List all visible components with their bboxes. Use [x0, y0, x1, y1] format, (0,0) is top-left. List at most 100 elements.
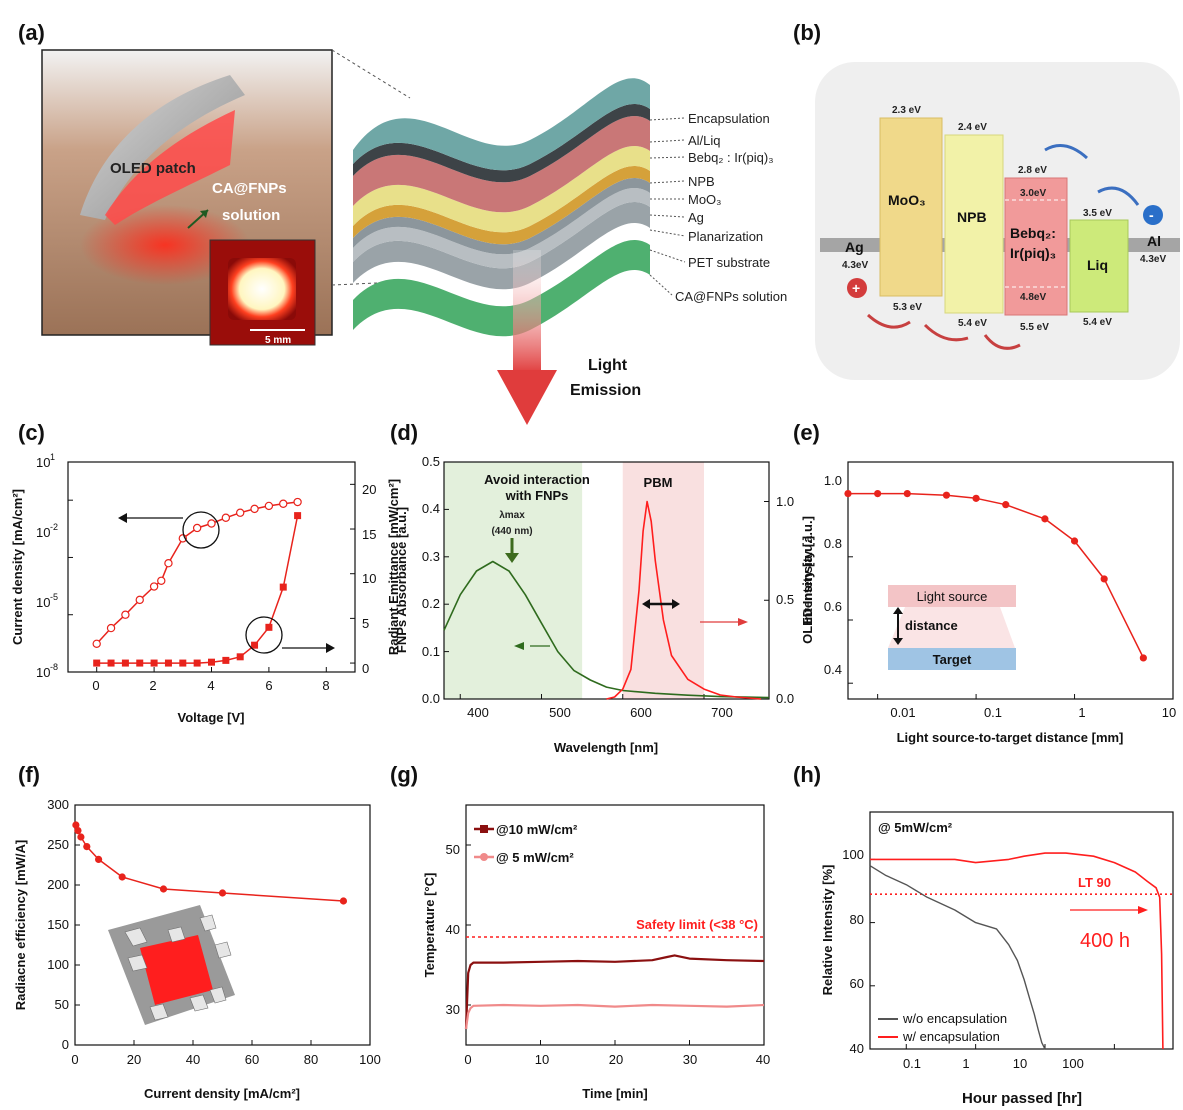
y-right-tick: 5	[362, 616, 369, 631]
panel-h-chart: 0.1 1 10 100 40 60 80 100 Hour passed [h…	[820, 811, 1174, 1107]
solution-label-1: CA@FNPs	[212, 180, 287, 197]
axis-ticks	[870, 858, 1115, 1050]
plot-frame	[847, 461, 1174, 700]
intensity-point	[903, 490, 911, 498]
left-axis-arrow-head	[118, 513, 127, 523]
x-tick: 10	[1162, 705, 1176, 720]
x-tick: 6	[265, 678, 272, 693]
moo3-homo: 5.3 eV	[893, 302, 922, 313]
liq-label: Liq	[1087, 257, 1108, 273]
efficiency-point	[339, 897, 348, 905]
legend-marker-5	[480, 853, 488, 861]
layer-label: Encapsulation	[688, 111, 770, 126]
plot-area	[464, 936, 765, 1030]
x-axis-label: Hour passed [hr]	[962, 1090, 1082, 1107]
light-cone	[888, 607, 1015, 648]
layer-planarization	[353, 188, 650, 269]
x-tick: 20	[609, 1052, 623, 1067]
axis-ticks	[74, 804, 371, 1046]
panel-label-h: (h)	[793, 762, 821, 787]
current-density-point	[157, 576, 166, 585]
intensity-point	[1139, 654, 1147, 662]
x-tick: 40	[756, 1052, 770, 1067]
hole-sign: +	[852, 280, 860, 296]
electron-transport-arrows	[1044, 144, 1140, 206]
moo3-lumo: 2.3 eV	[892, 105, 921, 116]
radiant-emittance-point	[208, 658, 215, 666]
liq-homo: 5.4 eV	[1083, 317, 1112, 328]
current-density-point	[164, 559, 173, 568]
plot-frame	[74, 804, 371, 1046]
y-left-tick-exp: -5	[50, 592, 58, 602]
current-density-point	[92, 639, 101, 649]
ag-label: Ag	[845, 239, 864, 255]
scale-bar-label: 5 mm	[265, 335, 291, 346]
x-tick: 80	[304, 1052, 318, 1067]
panel-c-chart: 0 2 4 6 8 10 -8 10 -5 10 -2 10 1 0 5 10 …	[10, 452, 401, 725]
intensity-point	[844, 490, 852, 498]
hole-icon	[847, 278, 867, 298]
efficiency-point	[72, 821, 80, 829]
x-tick: 600	[630, 705, 652, 720]
y-tick: 250	[47, 837, 69, 852]
axis-ticks	[444, 461, 769, 700]
x-tick: 0.1	[903, 1056, 921, 1071]
current-density-point	[264, 501, 274, 511]
temperature-10-line	[464, 954, 765, 1030]
emission-label-1: Light	[588, 357, 628, 374]
y-right-tick: 10	[362, 571, 376, 586]
electron-icon	[1143, 205, 1163, 225]
plot-area	[443, 500, 770, 700]
avoid-label-1: Avoid interaction	[484, 472, 590, 487]
layer-pet	[353, 202, 650, 290]
plot-area	[869, 852, 1173, 1050]
hole-transport-arrows	[866, 313, 1021, 350]
radiant-emittance-point	[121, 659, 129, 667]
x-tick: 400	[467, 705, 489, 720]
layer-labels: Encapsulation Al/Liq Bebq₂ : Ir(piq)₃ NP…	[649, 111, 787, 304]
current-density-point	[106, 623, 116, 633]
npb-lumo: 2.4 eV	[958, 122, 987, 133]
oled-patch-emitter	[105, 110, 235, 225]
x-tick: 700	[711, 705, 733, 720]
liq-block	[1069, 219, 1129, 313]
x-axis-label: Voltage [V]	[178, 710, 245, 725]
radiant-emittance-point	[251, 641, 259, 649]
x-tick: 500	[549, 705, 571, 720]
oled-patch-sheet	[80, 75, 245, 220]
panel-e-chart: 0.01 0.1 1 10 0.4 0.6 0.8 1.0 Light sour…	[800, 461, 1176, 745]
emission-arrow-head	[497, 370, 557, 425]
y-right-axis-label: Radiant Emittance [mW/cm²]	[386, 479, 401, 655]
radiant-emittance-point	[136, 659, 144, 667]
y-left-tick: 0.1	[422, 644, 440, 659]
layer-label: Al/Liq	[688, 133, 721, 148]
efficiency-point	[83, 843, 91, 851]
radiant-emittance-point	[93, 659, 101, 667]
oled-intensity-line	[606, 500, 761, 700]
x-tick: 100	[1062, 1056, 1084, 1071]
x-tick: 0	[71, 1052, 78, 1067]
y-left-tick: 0.5	[422, 454, 440, 469]
axis-ticks	[465, 844, 765, 1045]
x-tick: 4	[207, 678, 214, 693]
al-label: Al	[1147, 233, 1161, 249]
y-tick: 80	[850, 912, 864, 927]
layer-label: PET substrate	[688, 255, 770, 270]
current-density-point	[279, 499, 288, 508]
intensity-point	[972, 494, 980, 502]
panel-label-c: (c)	[18, 420, 45, 445]
y-tick: 40	[850, 1041, 864, 1056]
plot-area	[92, 497, 302, 667]
bebq-dopant-lumo: 3.0eV	[1020, 188, 1046, 199]
avoid-region	[444, 462, 583, 699]
absorbance-line	[443, 560, 770, 699]
target-box	[888, 648, 1016, 670]
y-right-tick: 0	[362, 661, 369, 676]
plot-area	[844, 490, 1147, 662]
solution-arrow-head	[200, 210, 208, 218]
y-left-tick: 0.3	[422, 549, 440, 564]
layer-encapsulation	[353, 78, 650, 171]
fwhm-arrow-right	[672, 599, 680, 609]
zoom-line-top	[331, 49, 411, 99]
